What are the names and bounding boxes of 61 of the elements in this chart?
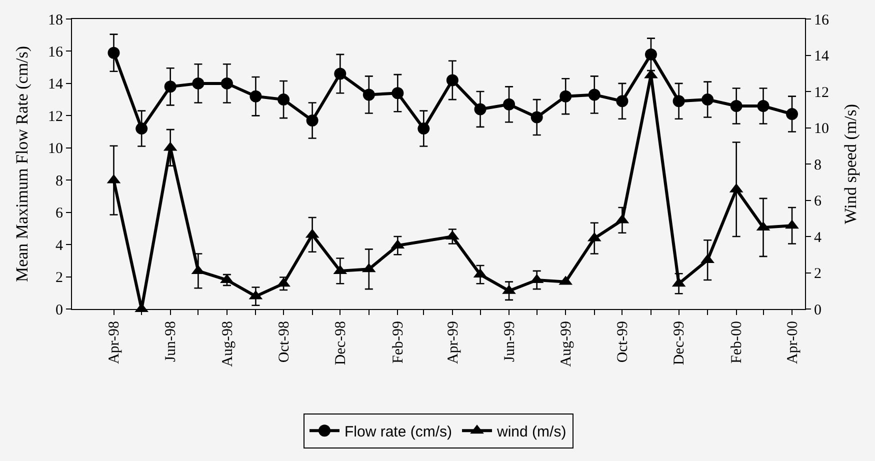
y-tick-label: 14 bbox=[48, 76, 64, 93]
y2-tick-label: 4 bbox=[814, 230, 822, 246]
point bbox=[730, 100, 742, 112]
point bbox=[588, 88, 600, 101]
y-tick-label: 2 bbox=[56, 270, 63, 286]
point bbox=[192, 77, 204, 90]
x-tick-label: Aug-98 bbox=[220, 321, 236, 367]
y-tick-label: 0 bbox=[56, 302, 63, 318]
point bbox=[392, 87, 404, 100]
x-tick-label: Apr-00 bbox=[784, 321, 801, 364]
x-tick-label: Aug-99 bbox=[558, 321, 574, 367]
y2-tick-label: 12 bbox=[814, 84, 829, 101]
y-tick-label: 8 bbox=[56, 173, 63, 190]
y-tick-label: 4 bbox=[56, 238, 64, 254]
y2-tick-label: 14 bbox=[814, 48, 830, 64]
y2-tick-label: 16 bbox=[814, 12, 830, 28]
point bbox=[530, 111, 543, 124]
x-tick-label: Jun-99 bbox=[502, 321, 518, 362]
y2-tick-label: 10 bbox=[814, 121, 829, 137]
y2-axis-title: Wind speed (m/s) bbox=[840, 104, 860, 224]
legend-label: wind (m/s) bbox=[496, 424, 566, 440]
y-tick-label: 12 bbox=[48, 108, 63, 125]
point bbox=[164, 80, 176, 93]
x-tick-label: Apr-99 bbox=[445, 321, 462, 364]
point bbox=[672, 95, 685, 108]
point bbox=[418, 122, 430, 135]
point bbox=[560, 90, 572, 102]
x-tick-label: Feb-99 bbox=[390, 321, 407, 364]
point bbox=[220, 77, 233, 90]
point bbox=[306, 114, 318, 126]
point bbox=[334, 68, 346, 80]
x-tick-label: Dec-98 bbox=[333, 321, 350, 366]
y2-tick-label: 0 bbox=[814, 302, 822, 318]
point bbox=[108, 46, 120, 59]
x-tick-label: Feb-00 bbox=[729, 321, 746, 364]
point bbox=[616, 95, 628, 108]
point bbox=[474, 103, 486, 116]
point bbox=[446, 74, 458, 86]
point bbox=[644, 48, 657, 60]
y2-tick-label: 2 bbox=[814, 266, 822, 282]
point bbox=[278, 94, 290, 106]
y-tick-label: 16 bbox=[48, 44, 64, 60]
point bbox=[503, 98, 516, 110]
x-tick-label: Oct-98 bbox=[276, 321, 292, 363]
y-tick-label: 10 bbox=[48, 141, 63, 158]
x-tick-label: Oct-99 bbox=[615, 321, 632, 363]
x-tick-label: Jun-98 bbox=[163, 321, 180, 362]
point bbox=[250, 90, 262, 102]
point bbox=[757, 100, 770, 112]
y2-tick-label: 8 bbox=[814, 157, 822, 174]
point bbox=[702, 94, 714, 106]
point bbox=[786, 108, 798, 120]
y-tick-label: 6 bbox=[56, 206, 64, 222]
x-tick-label: Apr-98 bbox=[106, 321, 123, 364]
y2-tick-label: 6 bbox=[814, 194, 822, 210]
y-axis-title: Mean Maximum Flow Rate (cm/s) bbox=[12, 46, 32, 282]
point bbox=[362, 88, 375, 101]
y-tick-label: 18 bbox=[48, 12, 63, 28]
x-tick-label: Dec-99 bbox=[672, 321, 688, 366]
point bbox=[136, 122, 148, 135]
legend-label: Flow rate (cm/s) bbox=[344, 424, 452, 440]
